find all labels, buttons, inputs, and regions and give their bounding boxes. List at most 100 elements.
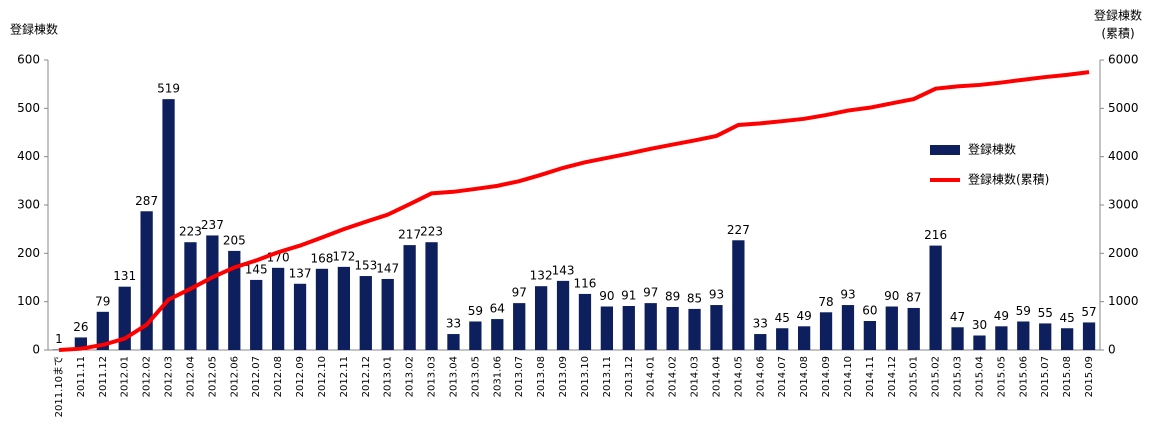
data-label: 90 bbox=[599, 289, 614, 303]
bar bbox=[96, 311, 109, 350]
bar bbox=[491, 319, 504, 350]
x-tick-label: 2015.07 bbox=[1040, 356, 1051, 397]
bar bbox=[819, 312, 833, 350]
x-tick-label: 2011.12 bbox=[98, 356, 109, 397]
data-label: 45 bbox=[1059, 311, 1074, 325]
bar bbox=[469, 321, 482, 350]
bar bbox=[403, 245, 416, 350]
y2-tick-label: 0 bbox=[1108, 343, 1116, 357]
x-tick-label: 2012.07 bbox=[251, 356, 262, 397]
data-label: 79 bbox=[95, 294, 110, 308]
x-tick-label: 2012.10 bbox=[317, 356, 328, 397]
y-tick-label: 0 bbox=[32, 343, 40, 357]
bar bbox=[951, 327, 964, 350]
data-label: 33 bbox=[446, 317, 461, 331]
bar bbox=[1039, 323, 1052, 350]
bar bbox=[863, 321, 877, 350]
data-label: 153 bbox=[354, 259, 377, 273]
y2-tick-label: 6000 bbox=[1108, 53, 1139, 67]
bar bbox=[162, 99, 175, 351]
y-tick-label: 500 bbox=[17, 101, 40, 115]
x-tick-label: 2012.09 bbox=[295, 356, 306, 397]
y-tick-label: 300 bbox=[17, 198, 40, 212]
x-tick-label: 2031.06 bbox=[492, 356, 503, 397]
bar bbox=[271, 267, 285, 350]
bar bbox=[644, 303, 657, 350]
legend-label: 登録棟数 bbox=[968, 142, 1016, 157]
x-tick-label: 2015.04 bbox=[974, 356, 985, 397]
x-tick-label: 2011.10まで bbox=[53, 356, 65, 417]
x-tick-label: 2014.05 bbox=[733, 356, 744, 397]
x-tick-label: 2013.08 bbox=[536, 356, 547, 397]
x-tick-label: 2013.03 bbox=[427, 356, 438, 397]
bar bbox=[337, 266, 351, 350]
data-label: 131 bbox=[113, 269, 136, 283]
data-label: 137 bbox=[289, 266, 312, 280]
data-label: 87 bbox=[906, 290, 921, 304]
data-label: 223 bbox=[179, 225, 202, 239]
bar bbox=[841, 305, 855, 350]
bar bbox=[534, 286, 548, 350]
x-tick-label: 2012.08 bbox=[273, 356, 284, 397]
x-tick-label: 2012.01 bbox=[120, 356, 131, 397]
y2-tick-label: 2000 bbox=[1108, 246, 1139, 260]
bar bbox=[513, 303, 526, 350]
data-label: 55 bbox=[1038, 306, 1053, 320]
y-tick-label: 100 bbox=[17, 294, 40, 308]
x-tick-label: 2015.09 bbox=[1084, 356, 1095, 397]
y2-tick-label: 3000 bbox=[1108, 198, 1139, 212]
data-label: 93 bbox=[840, 288, 855, 302]
data-label: 26 bbox=[73, 320, 88, 334]
bar bbox=[666, 306, 679, 350]
x-tick-label: 2011.11 bbox=[76, 356, 87, 397]
line bbox=[58, 70, 1090, 352]
data-label: 90 bbox=[884, 289, 899, 303]
data-label: 60 bbox=[862, 304, 877, 318]
bar bbox=[1017, 321, 1030, 350]
x-tick-label: 2013.10 bbox=[580, 356, 591, 397]
x-tick-label: 2012.12 bbox=[361, 356, 372, 397]
data-label: 145 bbox=[245, 262, 268, 276]
data-label: 223 bbox=[420, 225, 443, 239]
x-tick-label: 2014.09 bbox=[821, 356, 832, 397]
bar bbox=[995, 326, 1008, 350]
data-label: 85 bbox=[687, 291, 702, 305]
bar bbox=[622, 306, 635, 350]
data-label: 78 bbox=[818, 295, 833, 309]
data-label: 47 bbox=[950, 310, 965, 324]
legend-label: 登録棟数(累積) bbox=[968, 172, 1049, 187]
data-label: 59 bbox=[1016, 304, 1031, 318]
x-tick-label: 2014.02 bbox=[668, 356, 679, 397]
bar bbox=[754, 334, 767, 350]
data-label: 216 bbox=[924, 228, 947, 242]
bar bbox=[776, 328, 789, 350]
x-tick-label: 2013.05 bbox=[470, 356, 481, 397]
bar bbox=[732, 240, 745, 350]
data-label: 287 bbox=[135, 194, 158, 208]
x-tick-label: 2014.10 bbox=[843, 356, 854, 397]
x-tick-label: 2013.12 bbox=[624, 356, 635, 397]
bar bbox=[293, 283, 307, 350]
data-label: 64 bbox=[490, 302, 505, 316]
x-tick-label: 2013.02 bbox=[405, 356, 416, 397]
data-label: 59 bbox=[468, 304, 483, 318]
data-label: 519 bbox=[157, 82, 180, 96]
bar bbox=[447, 334, 460, 350]
bar bbox=[797, 326, 811, 350]
bar bbox=[1082, 322, 1096, 350]
data-label: 116 bbox=[574, 276, 597, 290]
data-label: 143 bbox=[552, 263, 575, 277]
y-tick-label: 400 bbox=[17, 149, 40, 163]
y2-axis-title: (累積) bbox=[1101, 26, 1134, 41]
bar bbox=[688, 308, 701, 350]
data-label: 237 bbox=[201, 218, 224, 232]
bar bbox=[140, 211, 153, 350]
x-tick-label: 2014.12 bbox=[887, 356, 898, 397]
y-axis-title: 登録棟数 bbox=[10, 22, 58, 37]
x-tick-label: 2013.04 bbox=[448, 356, 459, 397]
bar bbox=[425, 242, 438, 350]
bar bbox=[710, 305, 723, 350]
bar bbox=[600, 306, 614, 350]
bar bbox=[556, 280, 570, 350]
data-label: 132 bbox=[530, 269, 553, 283]
